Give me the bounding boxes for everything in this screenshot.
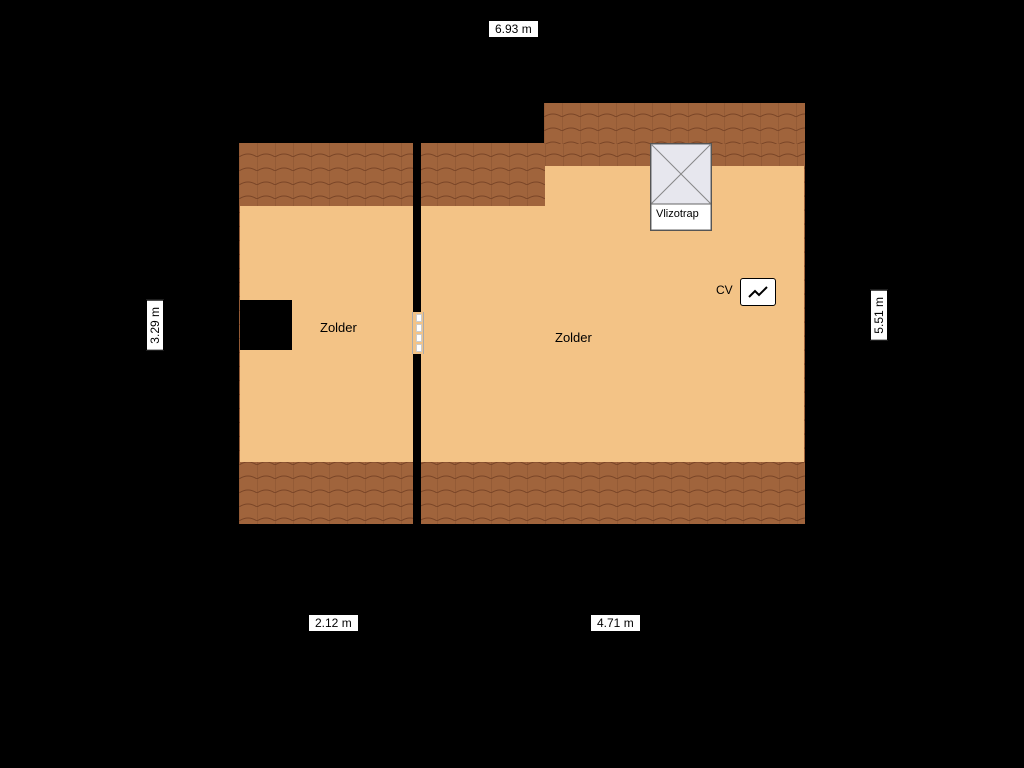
cv-label: CV <box>716 283 733 297</box>
room-label-right: Zolder <box>555 330 592 345</box>
roof-tiles-bump <box>544 103 805 144</box>
chimney-block <box>240 300 292 350</box>
dim-right: 5.51 m <box>870 290 888 341</box>
cv-unit <box>740 278 776 306</box>
dim-bottom-left: 2.12 m <box>308 614 359 632</box>
dim-left: 3.29 m <box>146 300 164 351</box>
cv-icon <box>741 279 775 305</box>
floor-right <box>421 206 804 462</box>
vlizotrap-hatch: Vlizotrap <box>650 143 712 231</box>
dim-top: 6.93 m <box>488 20 539 38</box>
floorplan-container: Vlizotrap CV Zolder Zolder 6.93 m 3.29 m… <box>0 0 1024 768</box>
door-marks <box>412 312 424 354</box>
roof-bump <box>544 103 805 144</box>
dim-bottom-right: 4.71 m <box>590 614 641 632</box>
room-label-left: Zolder <box>320 320 357 335</box>
vlizotrap-label: Vlizotrap <box>656 208 699 220</box>
